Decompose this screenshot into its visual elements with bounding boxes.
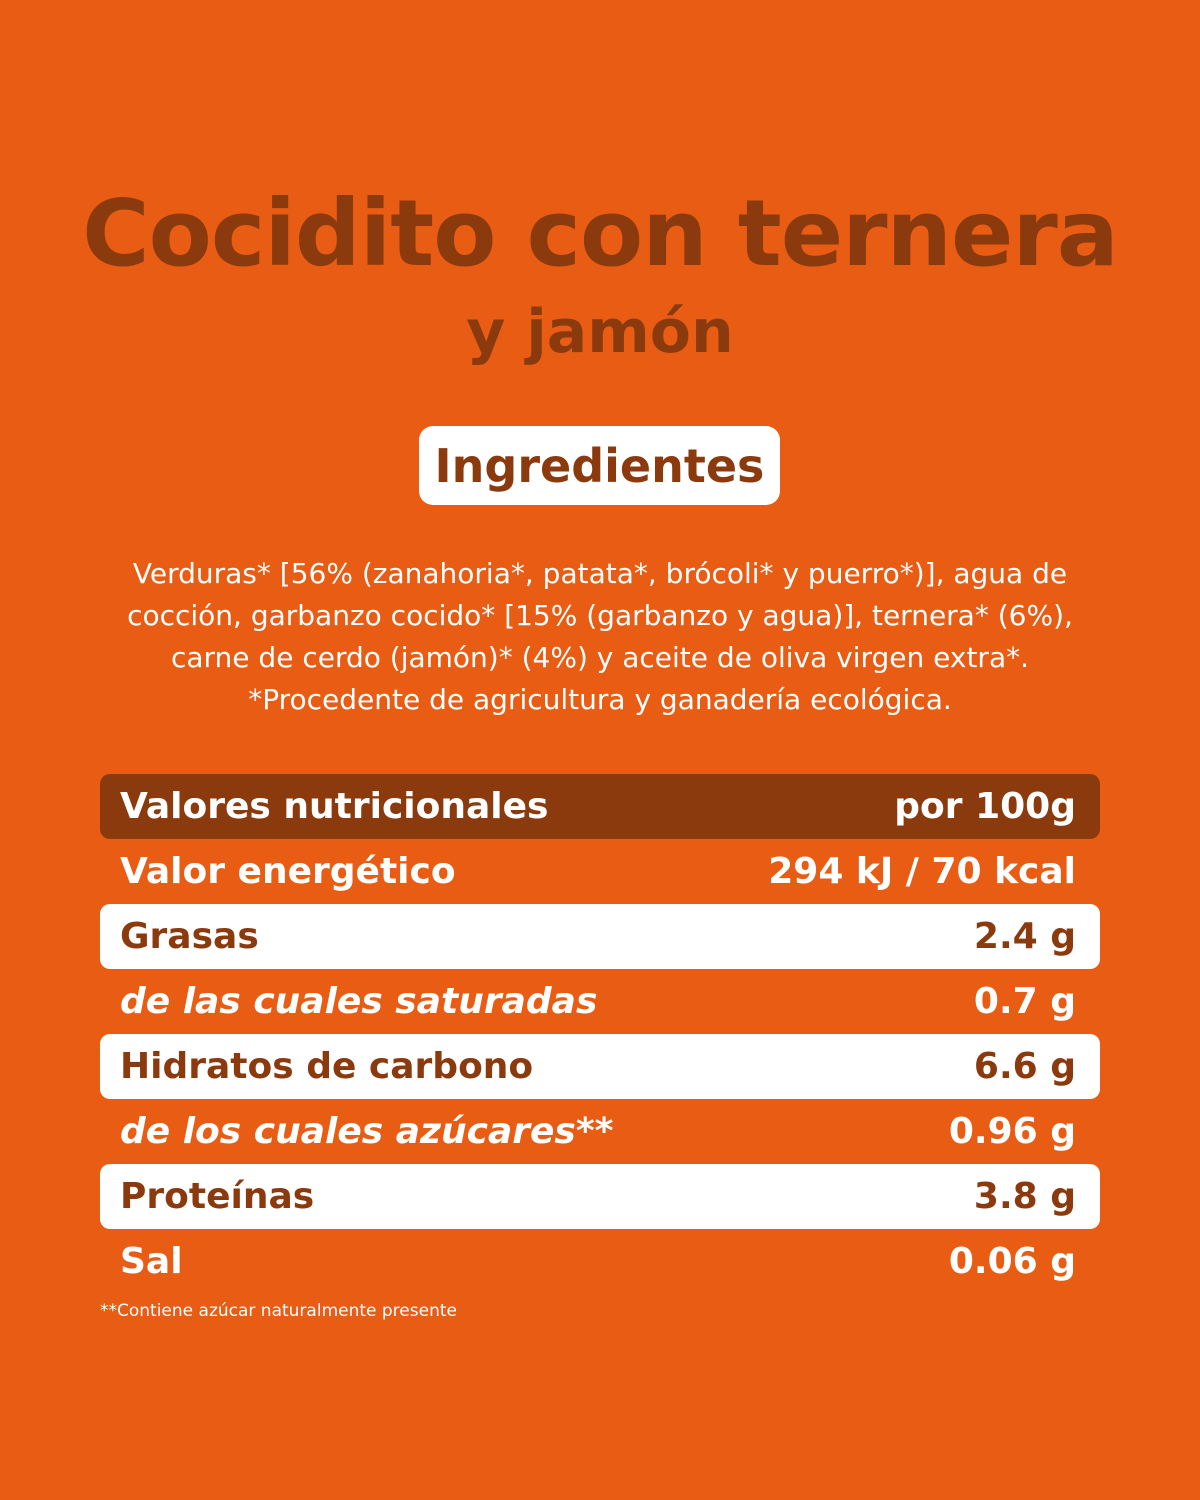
nutrition-table: Valores nutricionales por 100g Valor ene…	[100, 774, 1100, 1294]
nutrition-label: de las cuales saturadas	[120, 980, 598, 1022]
nutrition-value: 3.8 g	[973, 1175, 1076, 1217]
nutrition-label: de los cuales azúcares**	[120, 1110, 614, 1152]
nutrition-label: Sal	[120, 1240, 183, 1282]
nutrition-value: 6.6 g	[973, 1045, 1076, 1087]
nutrition-row-saturated: de las cuales saturadas 0.7 g	[100, 969, 1100, 1034]
nutrition-row-protein: Proteínas 3.8 g	[100, 1164, 1100, 1229]
ingredients-footnote-line: *Procedente de agricultura y ganadería e…	[248, 683, 952, 716]
nutrition-label: Hidratos de carbono	[120, 1045, 534, 1087]
ingredients-text: Verduras* [56% (zanahoria*, patata*, bró…	[80, 553, 1120, 721]
nutrition-label: Valor energético	[120, 850, 456, 892]
nutrition-value: 294 kJ / 70 kcal	[768, 850, 1076, 892]
product-title: Cocidito con ternera	[82, 180, 1119, 287]
ingredients-badge-label: Ingredientes	[434, 438, 765, 493]
nutrition-label: Proteínas	[120, 1175, 315, 1217]
nutrition-value: 2.4 g	[973, 915, 1076, 957]
nutrition-value: 0.7 g	[973, 980, 1076, 1022]
nutrition-row-fat: Grasas 2.4 g	[100, 904, 1100, 969]
sugar-footnote: **Contiene azúcar naturalmente presente	[100, 1301, 457, 1321]
nutrition-header-row: Valores nutricionales por 100g	[100, 774, 1100, 839]
nutrition-header-value: por 100g	[894, 785, 1076, 827]
nutrition-row-salt: Sal 0.06 g	[100, 1229, 1100, 1294]
product-subtitle: y jamón	[466, 297, 734, 367]
nutrition-label: Grasas	[120, 915, 259, 957]
ingredients-badge: Ingredientes	[419, 426, 780, 505]
nutrition-row-carbs: Hidratos de carbono 6.6 g	[100, 1034, 1100, 1099]
ingredients-line: Verduras* [56% (zanahoria*, patata*, bró…	[132, 557, 1068, 590]
ingredients-line: carne de cerdo (jamón)* (4%) y aceite de…	[170, 641, 1030, 674]
nutrition-row-energy: Valor energético 294 kJ / 70 kcal	[100, 839, 1100, 904]
nutrition-value: 0.96 g	[948, 1110, 1076, 1152]
ingredients-line: cocción, garbanzo cocido* [15% (garbanzo…	[127, 599, 1073, 632]
nutrition-value: 0.06 g	[948, 1240, 1076, 1282]
nutrition-header-label: Valores nutricionales	[120, 785, 549, 827]
nutrition-row-sugars: de los cuales azúcares** 0.96 g	[100, 1099, 1100, 1164]
